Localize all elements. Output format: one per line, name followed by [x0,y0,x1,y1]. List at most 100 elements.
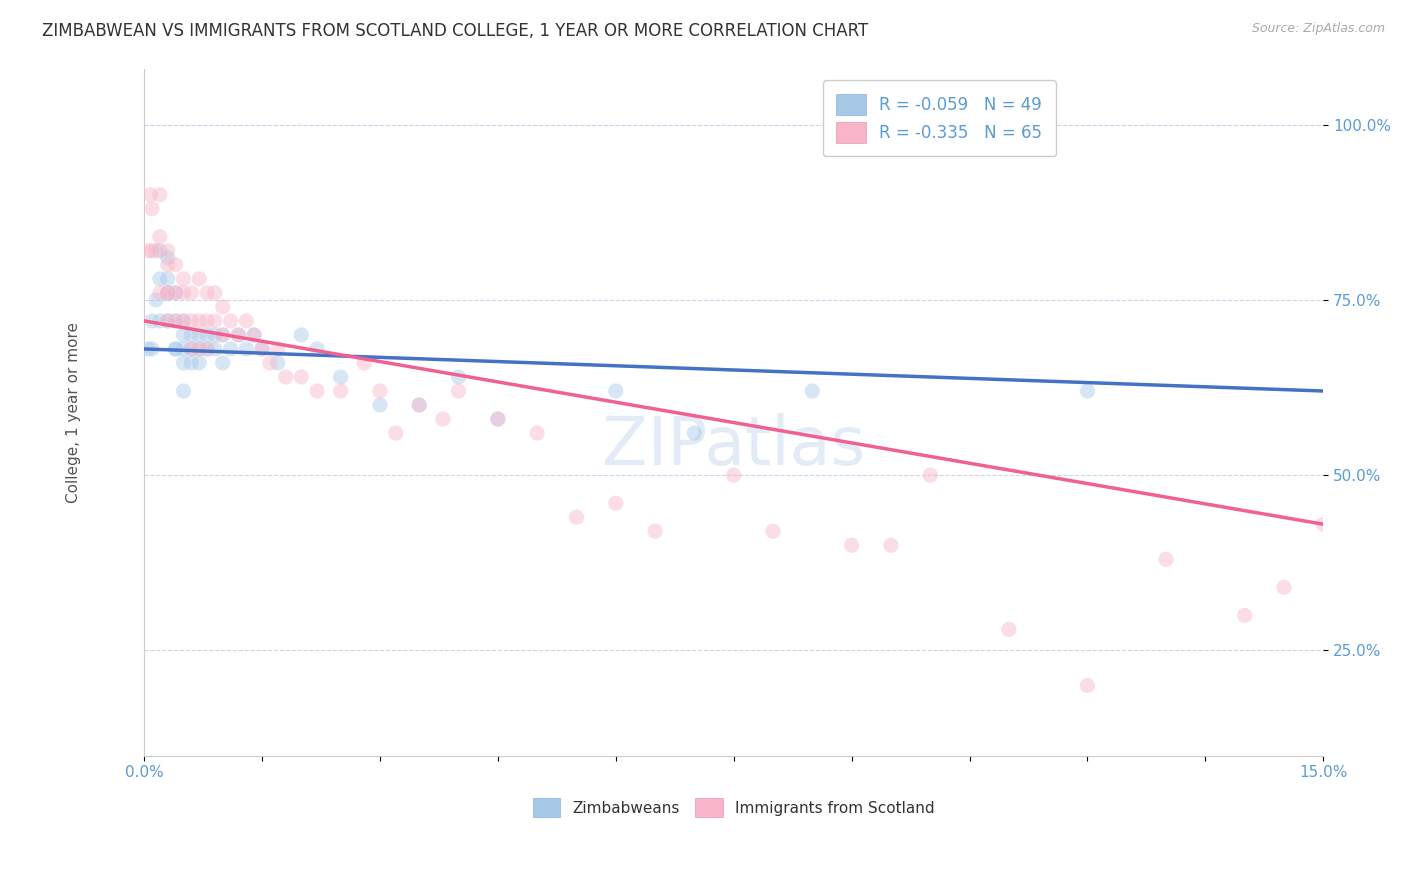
Point [235,314,257,328]
Point [644,524,666,539]
Point [172,356,194,370]
Point [136,342,159,356]
Point [136,244,159,258]
Point [211,300,233,314]
Point [172,384,194,398]
Point [408,398,430,412]
Point [172,272,194,286]
Point [243,327,266,342]
Point [188,314,211,328]
Point [565,510,588,524]
Point [329,384,352,398]
Point [180,356,202,370]
Point [1233,608,1256,623]
Point [219,314,242,328]
Text: Source: ZipAtlas.com: Source: ZipAtlas.com [1251,22,1385,36]
Point [156,251,179,265]
Legend: Zimbabweans, Immigrants from Scotland: Zimbabweans, Immigrants from Scotland [527,791,941,823]
Point [353,356,375,370]
Point [188,342,211,356]
Point [605,496,627,510]
Point [243,327,266,342]
Point [841,538,863,552]
Point [165,314,187,328]
Point [156,258,179,272]
Point [290,327,312,342]
Point [149,272,172,286]
Point [801,384,824,398]
Point [250,342,273,356]
Point [998,623,1021,637]
Text: ZIPatlas: ZIPatlas [602,413,865,479]
Point [180,342,202,356]
Point [141,202,163,216]
Text: ZIMBABWEAN VS IMMIGRANTS FROM SCOTLAND COLLEGE, 1 YEAR OR MORE CORRELATION CHART: ZIMBABWEAN VS IMMIGRANTS FROM SCOTLAND C… [42,22,869,40]
Point [188,356,211,370]
Point [172,285,194,300]
Point [180,342,202,356]
Point [204,285,226,300]
Point [149,187,172,202]
Point [267,356,290,370]
Point [141,342,163,356]
Point [139,187,162,202]
Point [1272,580,1295,594]
Point [211,356,233,370]
Point [211,327,233,342]
Point [228,327,250,342]
Point [526,426,548,441]
Point [156,314,179,328]
Point [368,398,391,412]
Point [165,258,187,272]
Point [156,285,179,300]
Point [384,426,406,441]
Point [195,285,218,300]
Point [486,412,509,426]
Point [447,370,470,384]
Point [172,314,194,328]
Point [368,384,391,398]
Point [188,327,211,342]
Point [156,285,179,300]
Point [172,314,194,328]
Point [259,356,281,370]
Point [195,327,218,342]
Point [204,342,226,356]
Point [211,327,233,342]
Point [156,244,179,258]
Point [447,384,470,398]
Point [195,342,218,356]
Point [172,327,194,342]
Point [165,342,187,356]
Point [149,285,172,300]
Point [165,342,187,356]
Point [195,314,218,328]
Point [156,272,179,286]
Point [149,244,172,258]
Point [1154,552,1177,566]
Point [156,285,179,300]
Point [880,538,903,552]
Point [1312,517,1334,532]
Point [204,327,226,342]
Point [290,370,312,384]
Point [188,342,211,356]
Point [156,314,179,328]
Point [1076,678,1098,692]
Point [235,342,257,356]
Point [145,293,167,307]
Point [432,412,454,426]
Point [141,314,163,328]
Point [149,314,172,328]
Point [605,384,627,398]
Point [172,342,194,356]
Point [683,426,706,441]
Point [141,244,163,258]
Point [188,272,211,286]
Point [307,384,329,398]
Point [267,342,290,356]
Point [228,327,250,342]
Point [762,524,785,539]
Point [329,370,352,384]
Point [250,342,273,356]
